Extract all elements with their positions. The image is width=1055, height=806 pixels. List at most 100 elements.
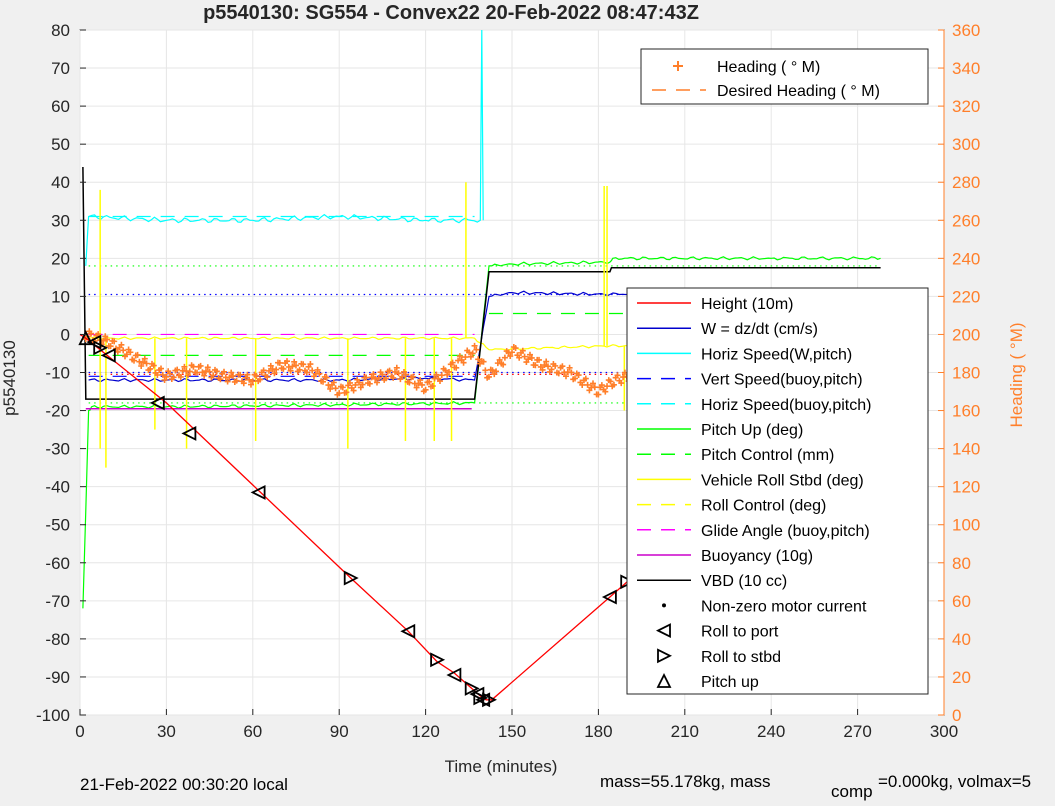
heading-point — [527, 351, 533, 358]
legend-main: Height (10m) W = dz/dt (cm/s) Horiz Speed(… — [626, 287, 929, 695]
y-axis-ticks: 80 70 60 50 40 30 20 10 0 -10 -20 -30 -40 -50 -60 -70 -8… — [36, 21, 86, 725]
heading-point — [296, 366, 303, 373]
heading-point — [541, 362, 548, 369]
heading-point — [224, 378, 231, 385]
heading-point — [170, 374, 177, 381]
heading-point — [161, 376, 168, 383]
marker-right — [343, 570, 359, 586]
y2-tick-label: 200 — [952, 325, 980, 344]
y-tick-label: -90 — [45, 668, 70, 687]
y-tick-label: 20 — [51, 249, 70, 268]
heading-point — [127, 349, 134, 356]
heading-point — [159, 371, 166, 378]
heading-point — [276, 359, 283, 366]
heading-point — [163, 373, 170, 380]
heading-point — [563, 373, 569, 380]
heading-point — [607, 378, 614, 385]
x-tick-label: 90 — [330, 722, 349, 741]
heading-point — [118, 341, 125, 348]
heading-point — [123, 351, 130, 358]
x-tick-label: 0 — [75, 722, 84, 741]
heading-point — [402, 371, 409, 378]
heading-point — [437, 378, 443, 385]
heading-point — [206, 368, 213, 375]
heading-point — [350, 387, 357, 394]
y2-axis-ticks: 3603403203002802602402202001801601401201… — [938, 21, 980, 725]
heading-point — [102, 333, 109, 340]
heading-point — [528, 354, 535, 361]
heading-point — [347, 379, 353, 386]
heading-point — [95, 331, 102, 338]
y2-tick-label: 40 — [952, 630, 971, 649]
footer-local-time: 21-Feb-2022 00:30:20 local — [80, 775, 288, 794]
marker-right — [93, 340, 109, 356]
heading-point — [194, 369, 200, 376]
y2-tick-label: 120 — [952, 478, 980, 497]
heading-point — [399, 373, 406, 380]
heading-point — [610, 381, 617, 388]
heading-point — [422, 386, 429, 393]
heading-point — [226, 374, 233, 381]
heading-point — [332, 385, 339, 392]
legend-heading-swatch — [673, 61, 683, 71]
y2-tick-label: 280 — [952, 173, 980, 192]
y-tick-label: -100 — [36, 706, 70, 725]
heading-point — [233, 377, 240, 384]
y2-tick-label: 340 — [952, 59, 980, 78]
heading-point — [390, 374, 397, 381]
heading-point — [456, 353, 463, 360]
heading-point — [260, 367, 267, 374]
heading-point — [438, 372, 445, 379]
heading-point — [240, 380, 247, 387]
heading-point — [462, 354, 469, 361]
heading-point — [253, 372, 260, 379]
marker-left — [100, 347, 116, 363]
legend-label: W = dz/dt (cm/s) — [701, 321, 818, 338]
heading-point — [393, 364, 400, 371]
heading-point — [446, 368, 452, 375]
heading-point — [204, 364, 211, 371]
heading-point — [257, 376, 263, 383]
heading-point — [469, 350, 476, 357]
series-heading — [82, 320, 882, 430]
legend-top-label: Heading ( ° M) — [717, 59, 820, 76]
heading-point — [548, 366, 555, 373]
legend-label: Horiz Speed(buoy,pitch) — [701, 397, 871, 414]
heading-point — [327, 385, 334, 392]
heading-point — [584, 381, 591, 388]
marker-right — [482, 692, 498, 708]
y-tick-label: 30 — [51, 211, 70, 230]
heading-point — [501, 354, 508, 361]
heading-point — [590, 380, 596, 387]
heading-point — [374, 379, 380, 386]
heading-point — [174, 366, 181, 373]
heading-point — [363, 374, 370, 381]
legend-heading: Heading ( ° M) Desired Heading ( ° M) — [640, 48, 929, 105]
heading-point — [339, 384, 346, 391]
heading-point — [466, 349, 473, 356]
legend-label: VBD (10 cc) — [701, 573, 787, 590]
heading-point — [386, 367, 393, 374]
heading-point — [536, 356, 542, 363]
heading-point — [460, 359, 467, 366]
y-tick-label: -50 — [45, 516, 70, 535]
heading-point — [138, 363, 145, 370]
heading-point — [429, 383, 436, 389]
heading-point — [244, 371, 251, 378]
heading-point — [291, 358, 298, 365]
x-tick-label: 300 — [930, 722, 958, 741]
heading-point — [370, 371, 377, 378]
legend-swatch — [656, 672, 672, 688]
heading-point — [482, 367, 489, 374]
heading-point — [307, 361, 314, 368]
heading-point — [213, 368, 220, 375]
heading-point — [140, 359, 146, 366]
footer-comp-subscript: comp — [831, 782, 873, 801]
heading-point — [150, 362, 157, 369]
x-tick-label: 60 — [243, 722, 262, 741]
heading-point — [309, 367, 316, 374]
heading-point — [343, 389, 350, 396]
marker-left — [250, 484, 266, 500]
legend-main-box — [626, 287, 929, 695]
marker-left — [181, 425, 197, 441]
